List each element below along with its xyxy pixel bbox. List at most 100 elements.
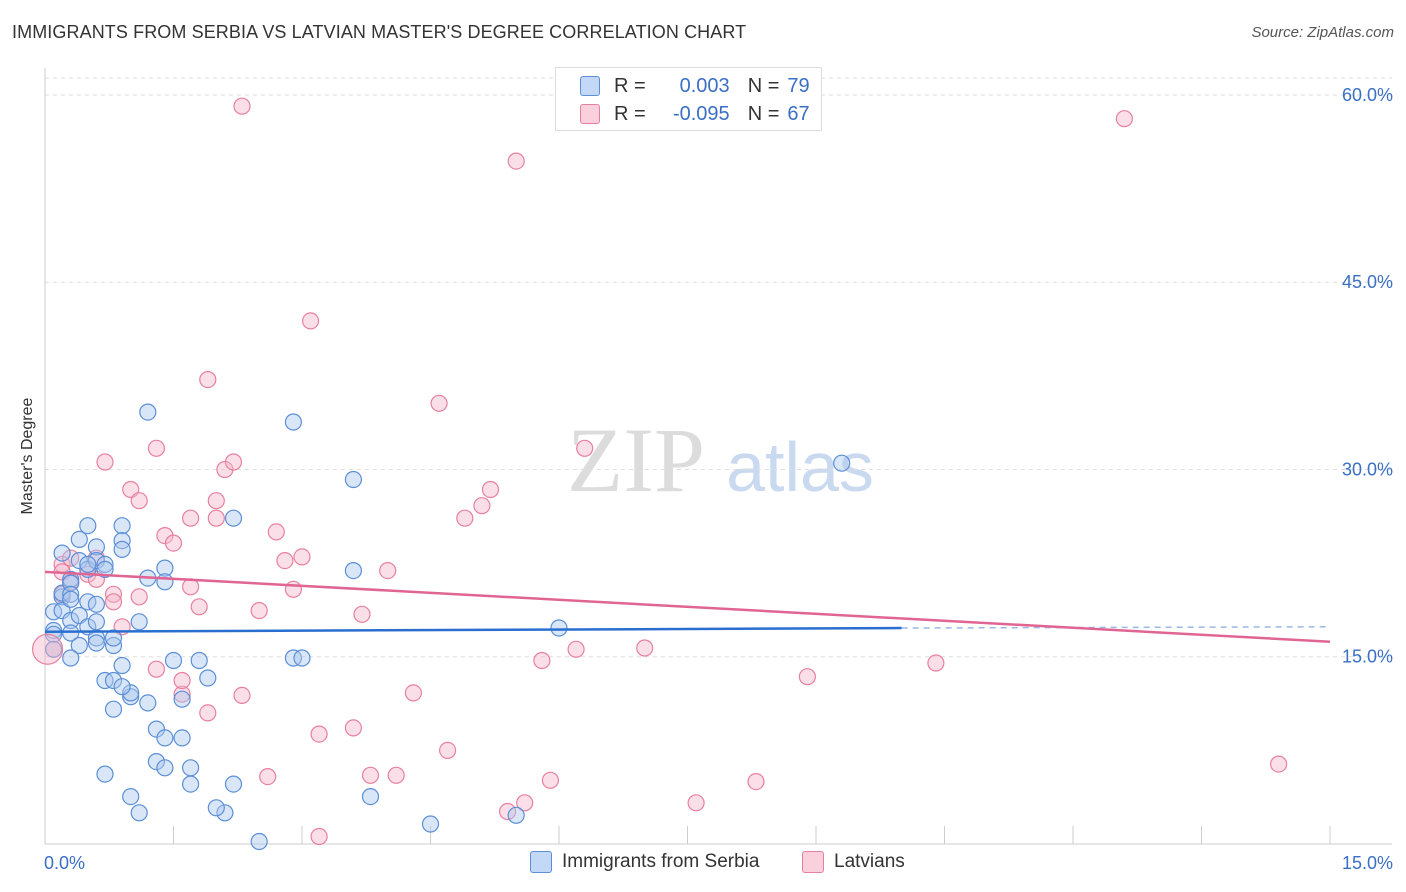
serbia-point	[173, 690, 191, 708]
latvian-point	[267, 523, 285, 541]
serbia-point	[156, 759, 174, 777]
latvian-point	[439, 741, 457, 760]
latvian-point	[533, 651, 551, 670]
latvian-point	[293, 548, 311, 566]
latvian-point	[798, 668, 817, 686]
serbia-point	[87, 595, 106, 613]
y-tick-label: 60.0%	[1342, 85, 1393, 105]
serbia-point	[156, 559, 174, 577]
latvian-point	[233, 97, 251, 115]
latvian-point	[147, 660, 165, 678]
latvian-point	[199, 371, 217, 389]
serbia-point	[344, 561, 362, 580]
latvian-point	[507, 152, 525, 170]
serbia-point	[62, 590, 80, 608]
serbia-point	[104, 629, 123, 647]
serbia-point	[113, 540, 131, 559]
latvian-point	[636, 639, 654, 657]
serbia-point	[113, 656, 131, 675]
serbia-point	[293, 649, 311, 667]
series-legend-latvians[interactable]: Latvians	[802, 851, 905, 873]
serbia-point	[833, 454, 851, 472]
latvian-point	[259, 767, 277, 786]
serbia-point	[147, 752, 165, 771]
serbia-point	[250, 832, 268, 851]
legend-swatch-serbia	[580, 76, 600, 96]
serbia-trend-line	[44, 626, 902, 634]
latvian-point	[233, 686, 251, 705]
serbia-point	[139, 403, 157, 421]
y-tick-label: 45.0%	[1342, 272, 1393, 292]
serbia-point	[104, 671, 123, 690]
x-tick-label-max: 15.0%	[1342, 853, 1393, 873]
serbia-point	[361, 787, 380, 806]
latvian-point	[404, 684, 422, 702]
legend-n-value-serbia: 79	[787, 74, 810, 97]
latvian-point	[567, 640, 585, 658]
latvian-point	[344, 719, 362, 737]
serbia-point	[173, 729, 191, 747]
series-legend-serbia[interactable]: Immigrants from Serbia	[530, 851, 759, 873]
serbia-point	[70, 530, 88, 549]
serbia-point	[182, 759, 200, 777]
latvian-point	[130, 588, 148, 606]
series-label-latvians: Latvians	[834, 851, 905, 872]
latvian-point	[130, 492, 148, 510]
serbia-point	[62, 611, 80, 630]
serbia-point	[224, 775, 243, 793]
serbia-point	[130, 804, 148, 822]
serbia-point	[130, 613, 148, 631]
source-label: Source: ZipAtlas.com	[1251, 24, 1394, 41]
serbia-point	[224, 509, 243, 527]
serbia-point	[96, 765, 114, 783]
latvian-point	[96, 453, 114, 471]
serbia-point	[62, 570, 80, 588]
series-swatch-serbia	[530, 851, 552, 873]
serbia-point	[87, 629, 106, 647]
serbia-point	[507, 806, 525, 824]
serbia-point	[62, 624, 80, 642]
serbia-point	[421, 815, 440, 833]
latvian-trend-line	[44, 570, 1331, 644]
serbia-point	[344, 470, 362, 489]
latvian-point	[516, 794, 534, 812]
latvian-point	[430, 394, 448, 412]
serbia-point	[87, 551, 106, 570]
latvian-point	[499, 802, 517, 821]
latvian-point	[310, 725, 328, 743]
latvian-point	[173, 671, 191, 690]
series-legend: Immigrants from Serbia Latvians	[0, 851, 1406, 877]
serbia-point	[53, 544, 71, 562]
serbia-point	[190, 651, 208, 670]
serbia-point	[44, 640, 63, 658]
legend-n-label: N =	[747, 74, 780, 97]
latvian-point	[541, 771, 560, 789]
chart-title: IMMIGRANTS FROM SERBIA VS LATVIAN MASTER…	[12, 22, 747, 42]
latvian-point-large	[31, 633, 64, 665]
serbia-point	[216, 804, 234, 822]
serbia-point	[182, 775, 200, 793]
legend-row-latvians: R = -0.095 N = 67	[580, 102, 810, 126]
serbia-point	[284, 413, 302, 431]
latvian-point	[927, 654, 945, 672]
serbia-point	[550, 619, 568, 637]
serbia-point	[104, 700, 123, 718]
latvian-point	[747, 772, 765, 791]
y-tick-label: 30.0%	[1342, 459, 1393, 479]
serbia-point	[87, 634, 106, 652]
serbia-point	[87, 538, 106, 556]
latvian-point	[284, 580, 302, 598]
legend-r-value-serbia: 0.003	[679, 74, 730, 97]
latvian-point	[302, 312, 320, 330]
legend-n-label: N =	[747, 102, 780, 125]
legend-r-label: R =	[614, 102, 646, 125]
latvian-point	[1269, 755, 1288, 773]
serbia-point	[62, 649, 80, 667]
latvian-point	[207, 492, 225, 510]
serbia-point	[207, 799, 225, 817]
latvian-point	[687, 794, 705, 812]
latvian-point	[310, 827, 328, 846]
latvian-point	[276, 551, 294, 570]
latvian-point	[576, 439, 594, 457]
